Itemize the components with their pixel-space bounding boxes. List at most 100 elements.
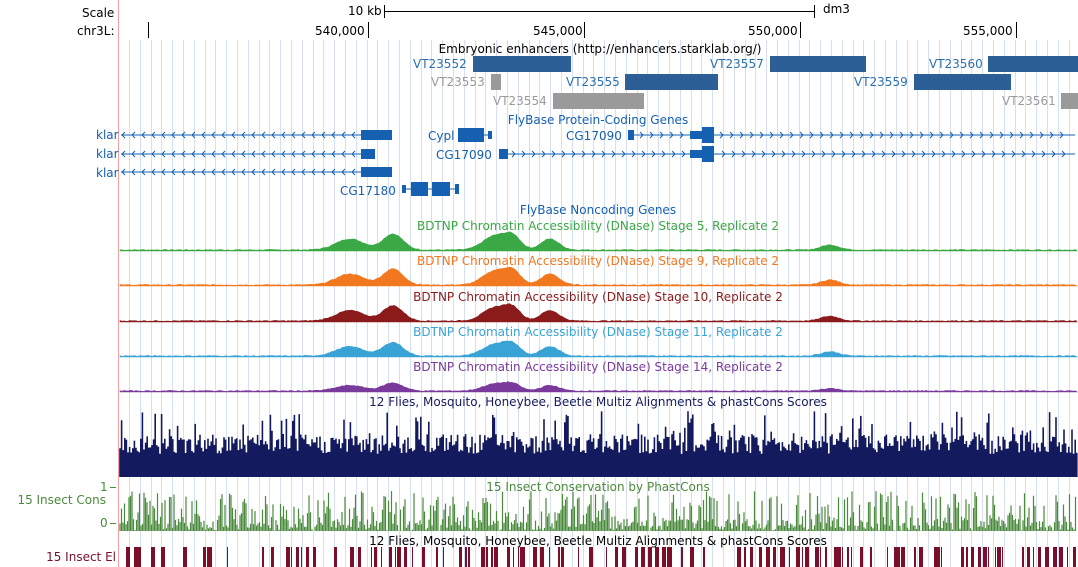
dnase-stage10-area: [119, 303, 1078, 323]
cg17090-exon: [690, 150, 702, 158]
guide-line: [550, 40, 551, 567]
enhancer-label[interactable]: VT23552: [413, 57, 467, 71]
gene-label[interactable]: CG17090: [436, 148, 492, 162]
dnase-stage11-title[interactable]: BDTNP Chromatin Accessibility (DNase) St…: [413, 325, 783, 339]
elements-track-title[interactable]: 12 Flies, Mosquito, Honeybee, Beetle Mul…: [369, 534, 827, 548]
scale-label: Scale: [82, 6, 115, 20]
ruler-tick: [1016, 22, 1017, 38]
guide-line: [475, 40, 476, 567]
cypl-exon: [458, 128, 484, 142]
phastcons-axis-tick: [110, 487, 116, 488]
cg17180-exon: [432, 182, 450, 196]
enhancer-block[interactable]: [625, 74, 718, 90]
guide-line: [269, 40, 270, 567]
strand-chevrons: [121, 131, 1066, 176]
ruler-tick: [148, 22, 149, 38]
guide-line: [658, 40, 659, 567]
guide-line: [950, 40, 951, 567]
guide-line: [755, 40, 756, 567]
guide-line: [777, 40, 778, 567]
guide-line: [615, 40, 616, 567]
guide-line: [410, 40, 411, 567]
elements-bars: [126, 547, 1076, 567]
enhancer-block[interactable]: [1061, 93, 1078, 109]
dnase-stage14-title[interactable]: BDTNP Chromatin Accessibility (DNase) St…: [413, 360, 783, 374]
guide-line: [518, 40, 519, 567]
guide-line: [226, 40, 227, 567]
enhancer-block[interactable]: [473, 56, 571, 72]
coding-genes-track-title[interactable]: FlyBase Protein-Coding Genes: [507, 113, 689, 127]
guide-line: [917, 40, 918, 567]
enhancer-label[interactable]: VT23559: [854, 75, 908, 89]
enhancer-block[interactable]: [988, 56, 1078, 72]
guide-line: [399, 40, 400, 567]
gene-label[interactable]: CG17180: [340, 184, 396, 198]
dnase-stage14-signal[interactable]: [119, 372, 1078, 393]
guide-line: [993, 40, 994, 567]
guide-line: [507, 40, 508, 567]
guide-line: [961, 40, 962, 567]
gene-label[interactable]: klar: [96, 128, 119, 142]
dnase-stage14-area: [119, 381, 1078, 393]
ruler-tick: [584, 22, 585, 38]
ruler-tick: [368, 22, 369, 38]
guide-line: [572, 40, 573, 567]
ruler-position: 540,000: [315, 24, 365, 38]
gene-label[interactable]: klar: [96, 166, 119, 180]
multiz-signal[interactable]: [119, 411, 1078, 477]
dnase-stage9-signal[interactable]: [119, 266, 1078, 287]
enhancer-label[interactable]: VT23555: [566, 75, 620, 89]
dnase-stage9-title[interactable]: BDTNP Chromatin Accessibility (DNase) St…: [416, 254, 780, 268]
guide-line: [1069, 40, 1070, 567]
phastcons-axis-min: 0: [100, 516, 108, 530]
phastcons-axis-tick: [110, 523, 116, 524]
enhancers-track-title[interactable]: Embryonic enhancers (http://enhancers.st…: [438, 42, 762, 56]
dnase-stage10-signal[interactable]: [119, 302, 1078, 323]
dnase-stage9-area: [119, 266, 1078, 287]
phastcons-track-title[interactable]: 15 Insect Conservation by PhastCons: [486, 480, 710, 494]
dnase-stage5-signal[interactable]: [119, 231, 1078, 252]
gene-label[interactable]: Cypl: [428, 129, 455, 143]
guide-line: [626, 40, 627, 567]
guide-line: [194, 40, 195, 567]
guide-line: [1025, 40, 1026, 567]
scale-bar-start-tick: [384, 5, 385, 18]
phastcons-side-label[interactable]: 15 Insect Cons: [17, 493, 106, 507]
enhancer-label[interactable]: VT23557: [710, 57, 764, 71]
enhancer-label[interactable]: VT23553: [431, 75, 485, 89]
enhancer-block[interactable]: [914, 74, 1011, 90]
guide-line: [539, 40, 540, 567]
enhancer-block[interactable]: [553, 93, 644, 109]
multiz-track-title[interactable]: 12 Flies, Mosquito, Honeybee, Beetle Mul…: [369, 395, 827, 409]
enhancer-label[interactable]: VT23560: [929, 57, 983, 71]
dnase-stage10-title[interactable]: BDTNP Chromatin Accessibility (DNase) St…: [413, 290, 783, 304]
guide-line: [313, 40, 314, 567]
guide-line: [1015, 40, 1016, 567]
guide-line: [161, 40, 162, 567]
enhancer-label[interactable]: VT23561: [1002, 94, 1056, 108]
elements-blocks[interactable]: [120, 547, 1077, 567]
phastcons-bars: [119, 491, 1077, 531]
enhancer-label[interactable]: VT23554: [493, 94, 547, 108]
scale-bar-end-tick: [814, 5, 815, 18]
guide-line: [885, 40, 886, 567]
phastcons-signal[interactable]: [119, 489, 1077, 531]
guide-line: [291, 40, 292, 567]
guide-line: [583, 40, 584, 567]
guide-line: [237, 40, 238, 567]
noncoding-genes-track-title[interactable]: FlyBase Noncoding Genes: [519, 203, 677, 217]
guide-line: [183, 40, 184, 567]
gene-label[interactable]: klar: [96, 147, 119, 161]
dnase-stage5-title[interactable]: BDTNP Chromatin Accessibility (DNase) St…: [416, 219, 780, 233]
cg17090-exon: [499, 149, 508, 159]
guide-line: [388, 40, 389, 567]
guide-line: [561, 40, 562, 567]
dnase-stage11-signal[interactable]: [119, 337, 1078, 358]
gene-label[interactable]: CG17090: [566, 129, 622, 143]
guide-line: [453, 40, 454, 567]
enhancer-block[interactable]: [770, 56, 866, 72]
enhancer-block[interactable]: [491, 74, 501, 90]
elements-side-label[interactable]: 15 Insect El: [46, 550, 116, 564]
assembly-label: dm3: [823, 2, 850, 16]
strand-arrows: [121, 131, 1066, 176]
